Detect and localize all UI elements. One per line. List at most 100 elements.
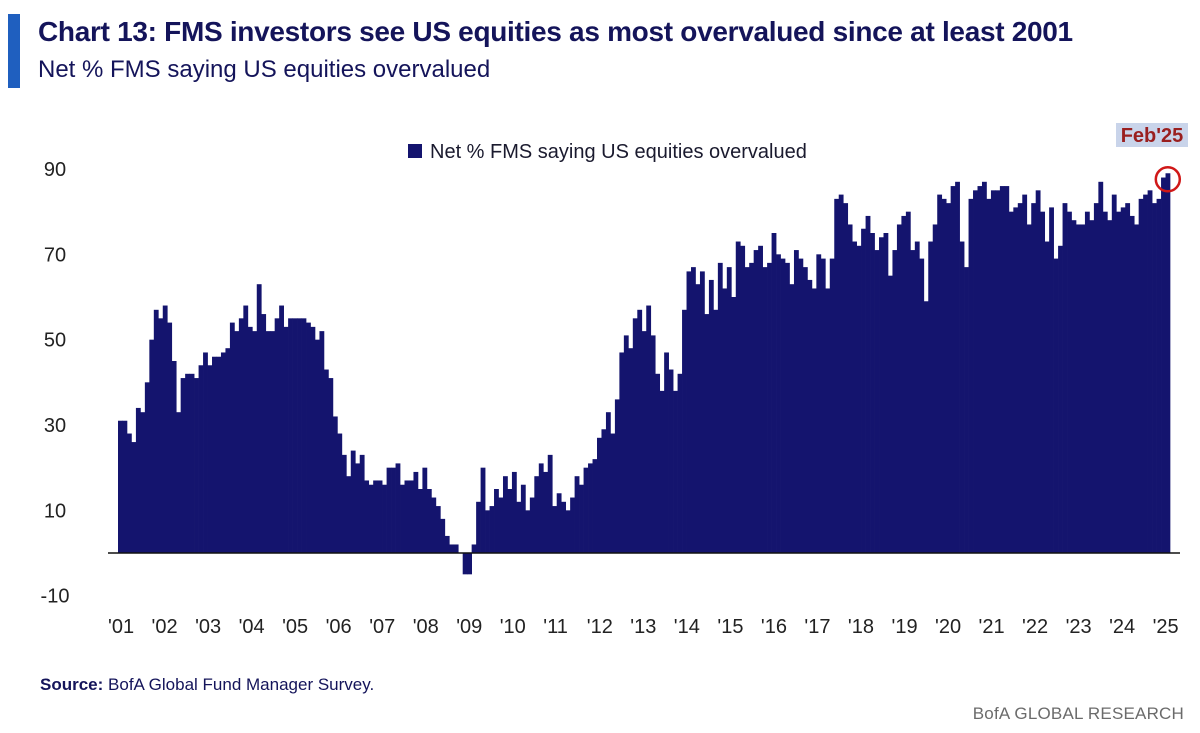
bar <box>758 245 763 554</box>
bar <box>203 352 208 553</box>
bar <box>870 233 875 553</box>
bar <box>341 454 347 553</box>
bar <box>319 331 325 553</box>
bar <box>400 484 405 553</box>
bar <box>310 326 316 553</box>
bar <box>480 467 486 553</box>
bar <box>655 373 661 553</box>
bar <box>440 518 446 553</box>
bar <box>923 301 929 553</box>
bar <box>946 203 951 553</box>
bar <box>677 373 683 553</box>
bar <box>717 262 723 553</box>
bar <box>435 506 441 553</box>
brand-footer: BofA GLOBAL RESEARCH <box>972 704 1184 723</box>
bar <box>579 484 584 553</box>
x-tick-label: '24 <box>1109 616 1135 638</box>
bar <box>1035 190 1041 553</box>
x-tick-label: '04 <box>239 616 265 638</box>
bar <box>780 258 786 553</box>
bar <box>135 407 141 553</box>
bar <box>1138 198 1144 553</box>
bar <box>552 506 558 553</box>
bar <box>131 442 137 553</box>
bar <box>793 250 799 553</box>
legend-swatch <box>408 144 422 158</box>
bar <box>185 373 190 553</box>
y-tick-label: 90 <box>44 159 66 181</box>
chart-legend: Net % FMS saying US equities overvalued <box>408 141 807 163</box>
bar <box>485 510 490 553</box>
bar <box>274 318 280 553</box>
x-tick-label: '02 <box>152 616 178 638</box>
bar <box>592 459 598 553</box>
bar <box>247 326 253 553</box>
bar <box>1098 181 1104 554</box>
x-tick-label: '07 <box>369 616 395 638</box>
bar <box>1067 211 1072 554</box>
y-axis: 90 70 50 30 10 -10 <box>41 159 70 608</box>
bar <box>1147 190 1153 553</box>
bar <box>444 535 450 553</box>
bar <box>207 365 213 553</box>
x-tick-label: '10 <box>500 616 526 638</box>
bar <box>879 237 884 553</box>
bar <box>1062 203 1068 553</box>
bar <box>216 356 222 553</box>
x-tick-label: '21 <box>979 616 1005 638</box>
bar <box>1053 258 1059 553</box>
bar <box>623 335 629 553</box>
bar-series <box>118 173 1171 575</box>
annotation-highlight <box>1116 123 1188 147</box>
bar <box>382 484 387 553</box>
bar <box>171 361 177 553</box>
bar <box>1129 215 1135 553</box>
bar <box>395 463 401 553</box>
bar <box>323 369 329 553</box>
x-tick-label: '13 <box>630 616 656 638</box>
bar <box>162 305 168 553</box>
bar <box>234 331 240 553</box>
source-note: Source: BofA Global Fund Manager Survey. <box>40 675 374 695</box>
bar <box>981 181 987 554</box>
bar <box>220 352 226 553</box>
bar <box>359 454 365 553</box>
x-tick-label: '16 <box>761 616 787 638</box>
bar <box>252 331 258 553</box>
bar <box>306 322 311 553</box>
bar <box>811 288 817 553</box>
bar <box>807 279 813 553</box>
bar <box>802 267 808 553</box>
bar <box>583 467 589 553</box>
bar <box>673 390 678 553</box>
x-tick-label: '09 <box>456 616 482 638</box>
bar <box>1026 224 1032 553</box>
bar <box>1165 173 1171 553</box>
bar <box>126 433 132 553</box>
bar <box>1089 220 1095 553</box>
bar <box>453 544 459 553</box>
bar <box>467 553 472 575</box>
bar <box>1152 203 1157 553</box>
feb25-annotation: Feb'25 <box>1116 123 1188 193</box>
bar <box>1125 203 1131 553</box>
bar <box>1084 211 1090 554</box>
bar <box>749 262 755 553</box>
bar <box>364 480 370 553</box>
legend-label: Net % FMS saying US equities overvalued <box>430 141 807 163</box>
bar <box>883 233 889 553</box>
bar <box>955 181 960 554</box>
bar <box>605 412 611 553</box>
bar <box>570 497 575 553</box>
bar <box>417 489 423 553</box>
bar <box>726 267 732 553</box>
bar <box>762 267 768 553</box>
bar <box>1071 220 1077 553</box>
source-label: Source: <box>40 675 104 694</box>
bar <box>1102 211 1108 554</box>
bar <box>852 241 857 553</box>
bar <box>462 553 468 575</box>
bar <box>328 378 334 553</box>
bar <box>431 497 437 553</box>
bar <box>574 476 580 553</box>
